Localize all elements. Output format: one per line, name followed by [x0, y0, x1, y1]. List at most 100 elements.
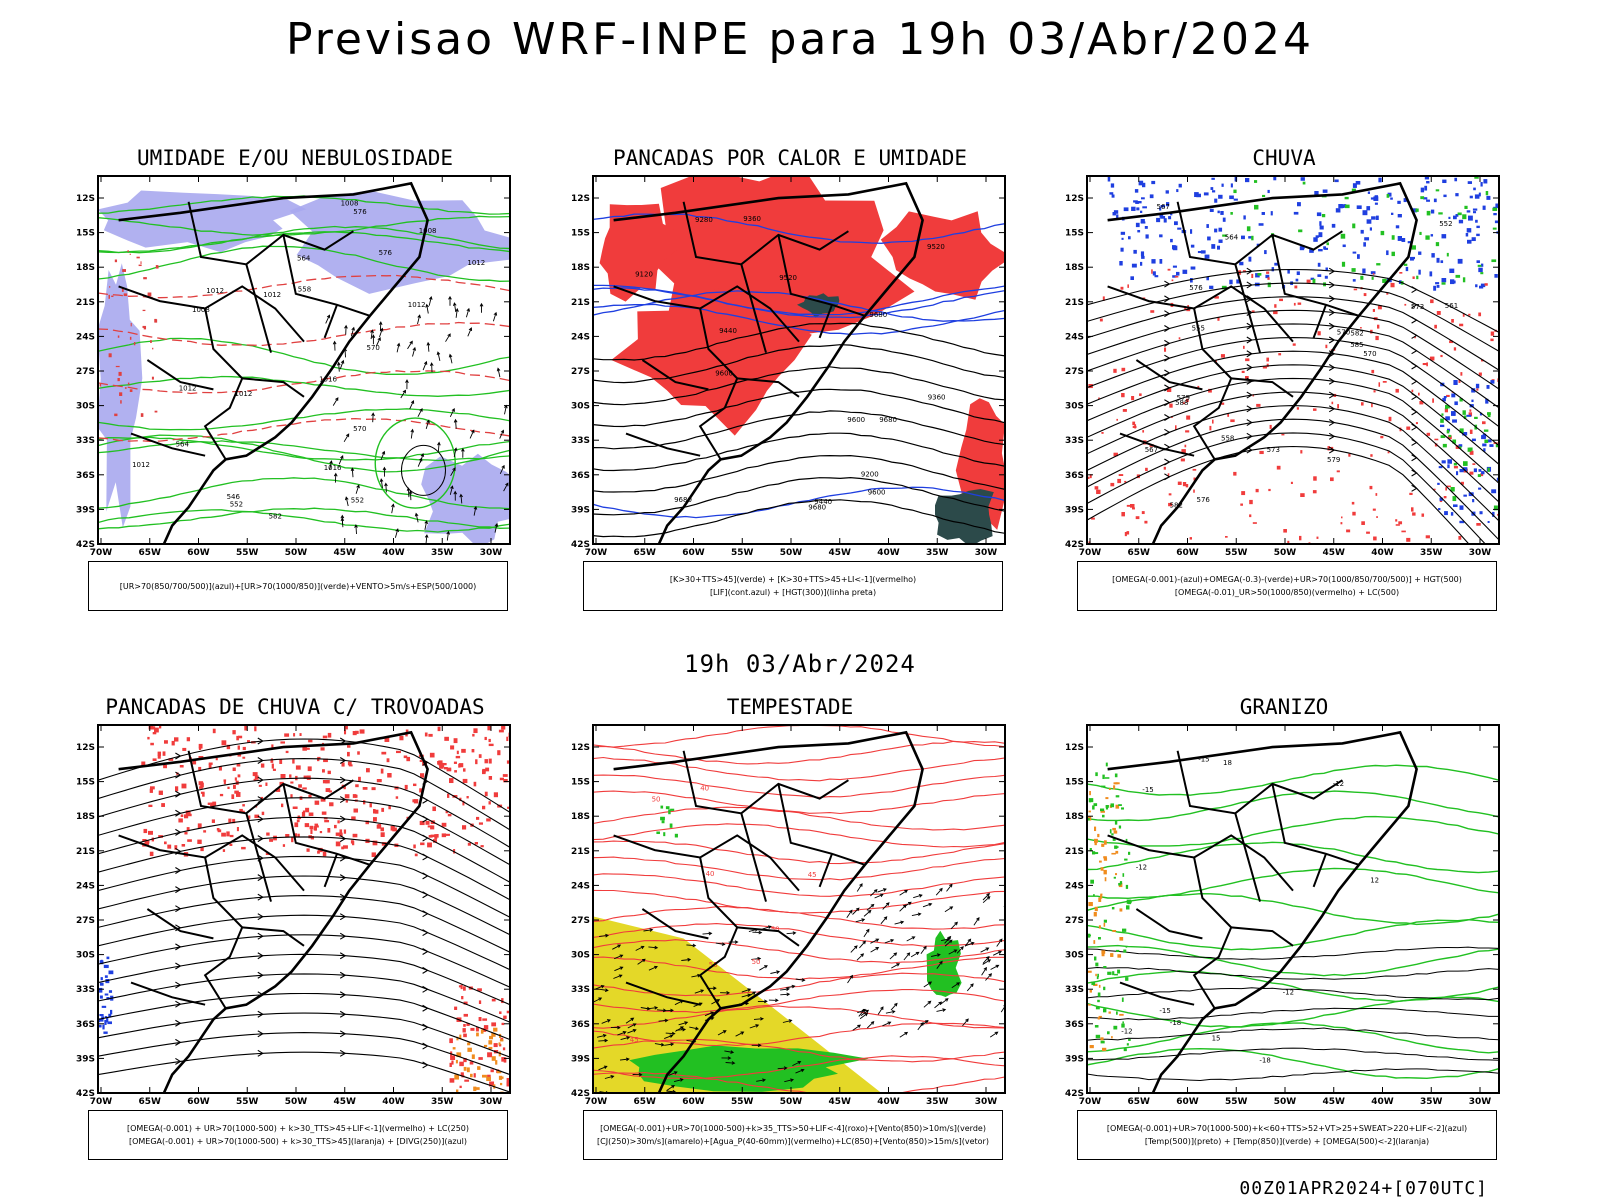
- precip-cell: [107, 1021, 112, 1025]
- lat-label: 27S: [76, 916, 95, 926]
- coastline: [613, 181, 924, 544]
- precip-cell: [1319, 221, 1322, 226]
- precip-cell: [1214, 198, 1218, 203]
- wind-vector: [424, 520, 429, 530]
- wind-vector: [336, 361, 341, 372]
- precip-cell: [1114, 973, 1118, 976]
- lon-label: 70W: [90, 1097, 113, 1107]
- precip-cell: [99, 383, 102, 387]
- panel-umidade: UMIDADE E/OU NEBULOSIDADE 1008 1012 1012 10…: [76, 146, 511, 616]
- contour-line: [593, 856, 1005, 881]
- contour-line: [1087, 790, 1499, 822]
- precip-cell: [260, 763, 265, 768]
- precip-cell: [1103, 986, 1106, 991]
- wind-vector: [664, 1034, 674, 1040]
- precip-cell: [371, 787, 376, 791]
- contour-label: 9680: [674, 496, 692, 504]
- shaded-area: [289, 190, 510, 294]
- flow-arrow: [1411, 286, 1418, 294]
- precip-cell: [1222, 234, 1227, 237]
- precip-cell: [1142, 182, 1146, 188]
- flow-arrow: [1246, 405, 1253, 413]
- subtitle-date: 19h 03/Abr/2024: [684, 650, 916, 678]
- precip-cell: [187, 839, 192, 842]
- precip-cell: [1096, 489, 1101, 495]
- precip-cell: [1177, 227, 1182, 230]
- precip-cell: [207, 802, 211, 805]
- wind-vector: [920, 1020, 929, 1027]
- precip-cell: [1165, 190, 1169, 194]
- precip-cell: [345, 799, 348, 803]
- precip-cell: [1097, 999, 1100, 1003]
- wind-vector: [780, 992, 791, 997]
- state-border: [625, 432, 701, 457]
- precip-cell: [1468, 313, 1471, 316]
- precip-cell: [184, 831, 188, 835]
- contour-line: [1087, 764, 1499, 796]
- precip-cell: [1273, 176, 1277, 181]
- precip-cell: [1094, 852, 1099, 855]
- lon-label: 55W: [731, 1097, 754, 1107]
- lat-label: 21S: [571, 847, 590, 857]
- precip-cell: [285, 750, 289, 754]
- precip-cell: [1145, 467, 1148, 472]
- wind-vector: [627, 1023, 637, 1029]
- precip-cell: [1175, 425, 1177, 430]
- wind-vector: [658, 1018, 669, 1023]
- precip-cell: [1376, 263, 1381, 266]
- precip-cell: [1435, 282, 1440, 285]
- precip-cell: [114, 413, 118, 417]
- precip-cell: [1477, 264, 1482, 267]
- precip-cell: [157, 751, 162, 756]
- precip-cell: [218, 766, 222, 771]
- precip-cell: [1357, 254, 1360, 259]
- precip-cell: [1325, 267, 1328, 271]
- wind-vector: [625, 1017, 635, 1024]
- precip-cell: [219, 793, 224, 797]
- precip-cell: [489, 1035, 494, 1040]
- wind-vector: [936, 1008, 947, 1012]
- precip-cell: [1164, 347, 1167, 352]
- precip-cell: [1220, 211, 1224, 215]
- coastline: [118, 181, 429, 544]
- lon-label: 70W: [1079, 1097, 1102, 1107]
- precip-cell: [1462, 410, 1466, 415]
- contour-label: 1012: [263, 291, 281, 299]
- precip-cell: [1094, 956, 1097, 961]
- state-border: [242, 377, 305, 398]
- wind-vector: [964, 938, 972, 947]
- precip-cell: [466, 796, 469, 799]
- precip-cell: [477, 1066, 481, 1070]
- precip-cell: [1316, 212, 1322, 217]
- lon-label: 35W: [431, 548, 454, 558]
- state-border: [737, 926, 800, 947]
- precip-cell: [1476, 523, 1481, 526]
- precip-cell: [1126, 905, 1130, 910]
- precip-cell: [265, 782, 268, 786]
- panel-pancadas-calor: PANCADAS POR CALOR E UMIDADE 9680 9680 968…: [571, 146, 1006, 616]
- lat-label: 27S: [571, 367, 590, 377]
- contour-line: [1087, 987, 1499, 1001]
- precip-cell: [1151, 269, 1153, 274]
- shaded-area: [935, 489, 994, 544]
- precip-cell: [1377, 324, 1380, 329]
- precip-cell: [130, 323, 132, 327]
- precip-cell: [1111, 1036, 1113, 1039]
- wind-vector: [762, 925, 772, 930]
- precip-cell: [1475, 383, 1480, 389]
- wind-vector: [473, 505, 478, 516]
- state-border: [323, 853, 338, 888]
- precip-cell: [1440, 418, 1444, 423]
- precip-cell: [233, 784, 236, 789]
- wind-vector: [371, 412, 375, 423]
- wind-vector: [425, 419, 430, 430]
- wind-vector: [664, 1042, 675, 1047]
- precip-cell: [314, 823, 319, 826]
- precip-cell: [108, 353, 112, 358]
- wind-vector: [749, 1024, 760, 1029]
- precip-cell: [1089, 791, 1091, 796]
- contour-label: 570: [1363, 350, 1376, 358]
- precip-cell: [148, 804, 153, 808]
- precip-cell: [462, 825, 467, 830]
